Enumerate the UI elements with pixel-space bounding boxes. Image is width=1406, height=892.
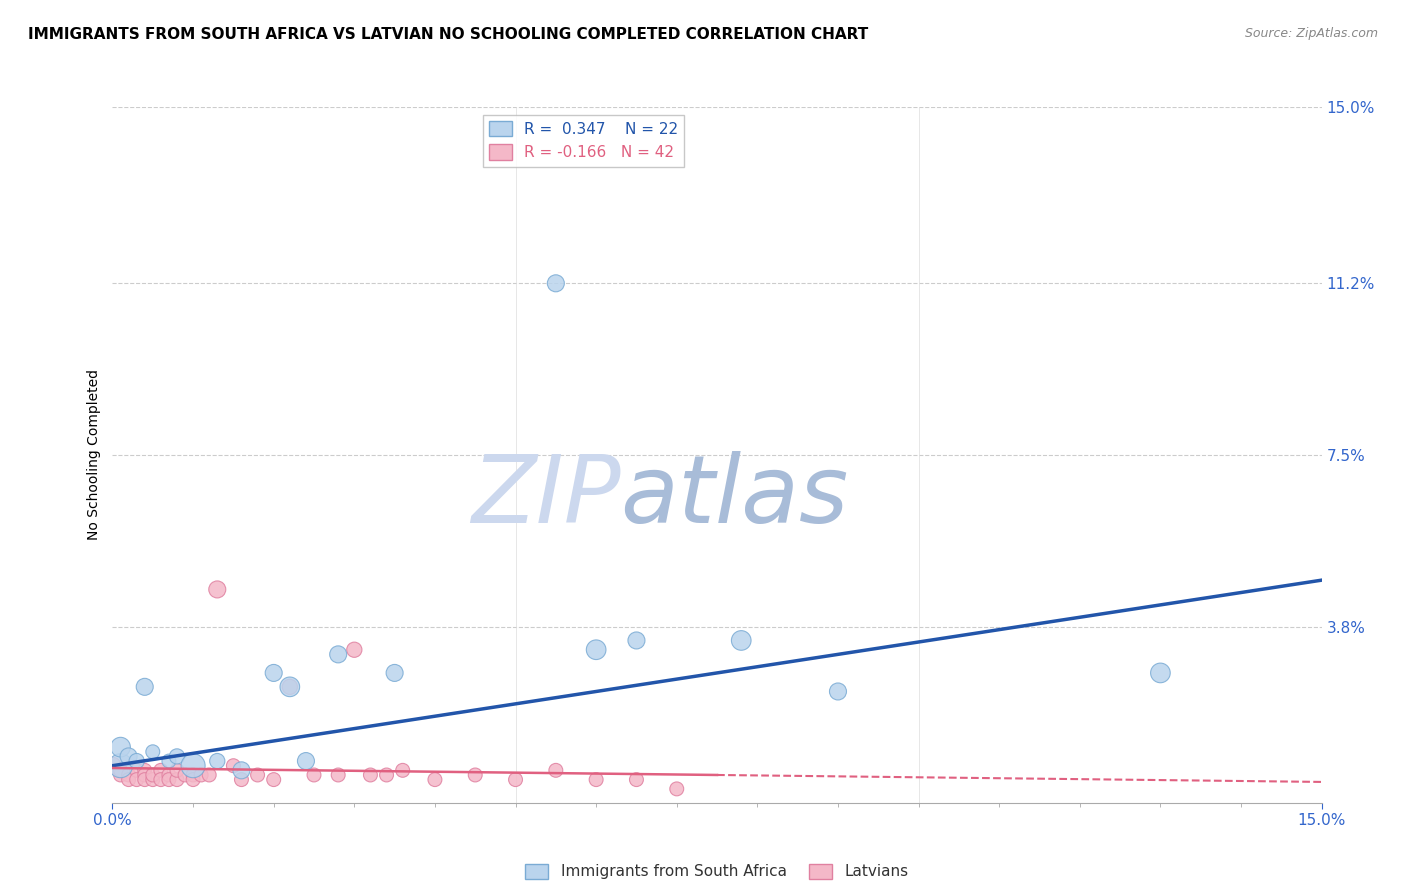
Legend: Immigrants from South Africa, Latvians: Immigrants from South Africa, Latvians	[519, 857, 915, 886]
Point	[222, 758, 245, 772]
Point	[207, 582, 229, 597]
Point	[117, 768, 139, 782]
Point	[149, 772, 172, 787]
Y-axis label: No Schooling Completed: No Schooling Completed	[87, 369, 101, 541]
Point	[359, 768, 381, 782]
Point	[544, 277, 567, 291]
Point	[1149, 665, 1171, 680]
Point	[110, 758, 132, 772]
Point	[181, 772, 204, 787]
Point	[110, 740, 132, 755]
Text: ZIP: ZIP	[471, 451, 620, 542]
Point	[134, 772, 156, 787]
Point	[375, 768, 398, 782]
Point	[384, 665, 406, 680]
Point	[343, 642, 366, 657]
Point	[302, 768, 325, 782]
Point	[134, 764, 156, 778]
Point	[423, 772, 446, 787]
Point	[110, 764, 132, 778]
Point	[101, 758, 124, 772]
Point	[190, 768, 212, 782]
Point	[125, 764, 148, 778]
Point	[544, 764, 567, 778]
Point	[166, 749, 188, 764]
Point	[231, 764, 253, 778]
Point	[730, 633, 752, 648]
Point	[166, 772, 188, 787]
Point	[278, 680, 301, 694]
Point	[328, 768, 350, 782]
Point	[391, 764, 413, 778]
Point	[328, 648, 350, 662]
Point	[157, 754, 180, 768]
Point	[295, 754, 318, 768]
Point	[626, 633, 648, 648]
Point	[278, 680, 301, 694]
Point	[117, 772, 139, 787]
Point	[181, 768, 204, 782]
Point	[134, 768, 156, 782]
Point	[505, 772, 527, 787]
Point	[149, 764, 172, 778]
Text: IMMIGRANTS FROM SOUTH AFRICA VS LATVIAN NO SCHOOLING COMPLETED CORRELATION CHART: IMMIGRANTS FROM SOUTH AFRICA VS LATVIAN …	[28, 27, 869, 42]
Point	[585, 772, 607, 787]
Text: atlas: atlas	[620, 451, 849, 542]
Point	[263, 772, 285, 787]
Text: Source: ZipAtlas.com: Source: ZipAtlas.com	[1244, 27, 1378, 40]
Point	[134, 680, 156, 694]
Point	[125, 754, 148, 768]
Point	[117, 749, 139, 764]
Point	[157, 768, 180, 782]
Point	[174, 768, 197, 782]
Point	[231, 772, 253, 787]
Point	[246, 768, 269, 782]
Point	[157, 772, 180, 787]
Point	[665, 781, 688, 796]
Point	[263, 665, 285, 680]
Point	[166, 764, 188, 778]
Point	[110, 768, 132, 782]
Point	[464, 768, 486, 782]
Point	[142, 768, 165, 782]
Point	[626, 772, 648, 787]
Point	[585, 642, 607, 657]
Point	[198, 768, 221, 782]
Point	[207, 754, 229, 768]
Point	[142, 772, 165, 787]
Point	[125, 772, 148, 787]
Point	[827, 684, 849, 698]
Point	[142, 745, 165, 759]
Point	[181, 758, 204, 772]
